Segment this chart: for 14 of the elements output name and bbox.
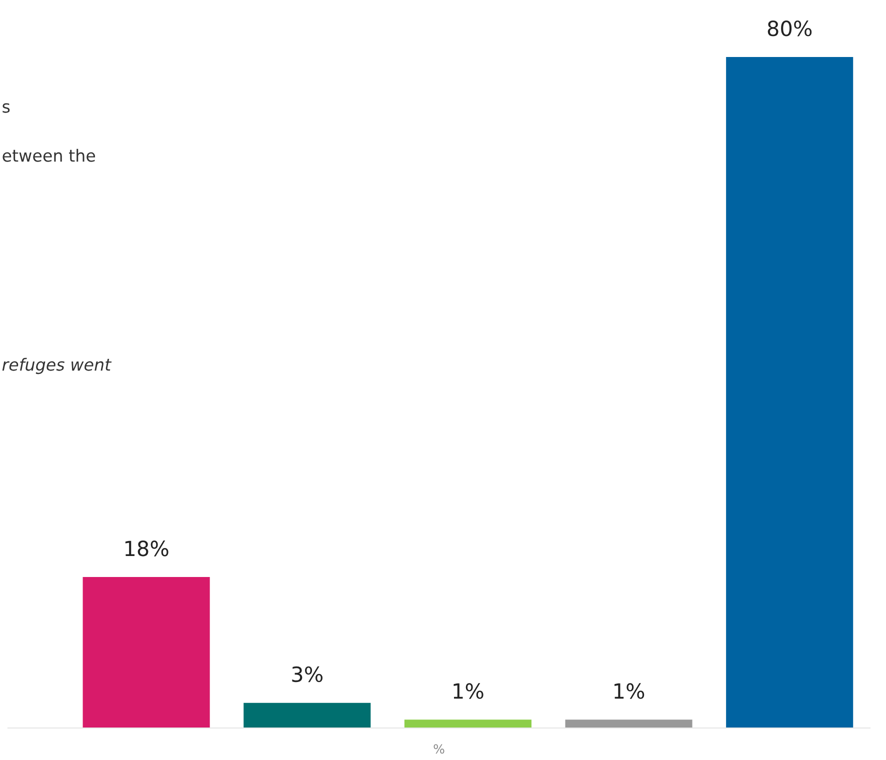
x-axis-title: % <box>434 744 444 754</box>
data-label: 1% <box>454 683 484 699</box>
data-label: 3% <box>292 666 322 682</box>
data-label: 80% <box>768 20 812 36</box>
bar <box>244 702 371 728</box>
data-label: 1% <box>614 683 644 699</box>
bar <box>565 720 692 728</box>
data-label: 18% <box>125 540 168 556</box>
bar <box>404 720 532 728</box>
annotation: refuges went <box>2 358 112 374</box>
bar <box>726 56 854 728</box>
annotation: s <box>2 103 10 113</box>
bar <box>82 577 210 728</box>
annotation: etween the <box>2 148 96 162</box>
